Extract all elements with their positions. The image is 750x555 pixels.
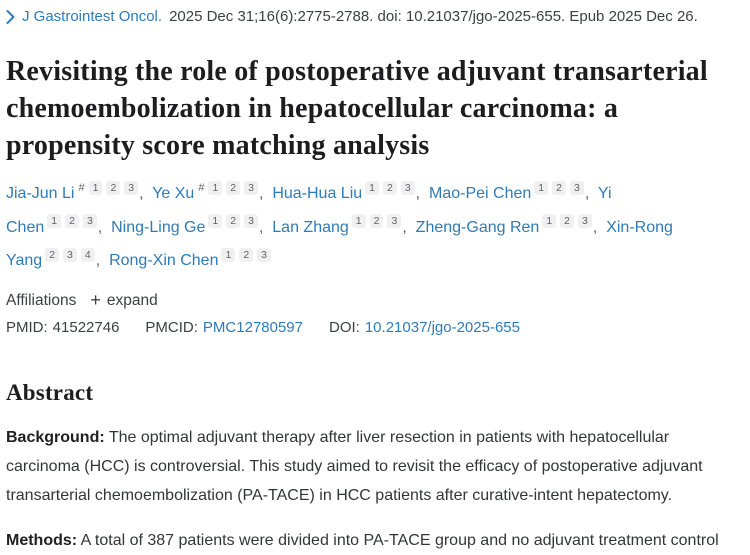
- affiliation-superscript[interactable]: 2: [65, 214, 79, 229]
- author-item: Lan Zhang 1 2 3,: [272, 214, 416, 236]
- affiliation-superscript[interactable]: 2: [226, 181, 241, 195]
- author-link[interactable]: Zheng-Gang Ren: [415, 218, 540, 236]
- affiliation-superscript[interactable]: 2: [369, 214, 384, 229]
- affiliation-superscript[interactable]: 3: [82, 214, 97, 229]
- identifiers-row: PMID: 41522746 PMCID: PMC12780597 DOI: 1…: [6, 319, 742, 336]
- journal-citation-bar: J Gastrointest Oncol. 2025 Dec 31;16(6):…: [6, 7, 742, 27]
- author-separator: ,: [415, 185, 430, 203]
- doi-label: DOI:: [329, 318, 360, 336]
- author-link[interactable]: Yi Chen: [6, 185, 612, 236]
- doi-link[interactable]: 10.21037/jgo-2025-655: [364, 318, 520, 336]
- author-item: Zheng-Gang Ren 1 2 3,: [415, 214, 607, 236]
- abstract-section-label: Background:: [6, 428, 105, 446]
- abstract-heading: Abstract: [6, 379, 94, 405]
- author-item: Hua-Hua Liu 1 2 3,: [272, 181, 430, 203]
- affiliation-superscript[interactable]: 1: [47, 214, 62, 229]
- affiliation-superscript[interactable]: 1: [542, 214, 557, 229]
- author-item: Xin-Rong Yang 2 3 4,: [6, 219, 673, 269]
- pmcid-group: PMCID: PMC12780597: [145, 319, 303, 336]
- affiliation-superscript[interactable]: 2: [106, 181, 121, 195]
- author-item: Ye Xu #1 2 3,: [152, 181, 273, 203]
- abstract-paragraph: Methods: A total of 387 patients were di…: [6, 531, 719, 549]
- affiliation-superscript[interactable]: 1: [208, 214, 223, 229]
- author-separator: ,: [139, 185, 153, 203]
- author-item: Yi Chen 1 2 3,: [6, 185, 612, 235]
- affiliation-superscript[interactable]: 3: [400, 181, 415, 195]
- pmid-value: 41522746: [52, 318, 120, 336]
- doi-group: DOI: 10.21037/jgo-2025-655: [329, 319, 520, 336]
- author-link[interactable]: Mao-Pei Chen: [429, 185, 532, 203]
- author-link[interactable]: Xin-Rong Yang: [6, 218, 673, 269]
- affiliation-superscript[interactable]: 2: [45, 247, 60, 262]
- author-separator: ,: [97, 218, 112, 236]
- journal-link[interactable]: J Gastrointest Oncol.: [22, 8, 163, 25]
- affiliation-superscript[interactable]: 1: [208, 181, 223, 195]
- author-separator: ,: [402, 218, 416, 236]
- abstract-body: Background: The optimal adjuvant therapy…: [6, 423, 742, 555]
- author-link[interactable]: Hua-Hua Liu: [272, 185, 363, 203]
- author-item: Mao-Pei Chen 1 2 3,: [429, 181, 598, 203]
- affiliation-superscript[interactable]: 3: [569, 181, 584, 195]
- affiliation-superscript[interactable]: 3: [387, 214, 402, 229]
- affiliations-label: Affiliations: [6, 291, 77, 309]
- affiliation-superscript[interactable]: 2: [239, 247, 254, 262]
- abstract-paragraph: Background: The optimal adjuvant therapy…: [6, 428, 703, 504]
- affiliation-superscript[interactable]: 2: [552, 181, 566, 195]
- plus-icon: +: [90, 289, 101, 310]
- author-link[interactable]: Lan Zhang: [272, 218, 349, 236]
- chevron-right-icon[interactable]: [6, 10, 15, 24]
- affiliation-superscript[interactable]: 3: [244, 181, 258, 195]
- affiliation-superscript[interactable]: 1: [351, 214, 366, 229]
- author-separator: ,: [592, 218, 607, 236]
- author-item: Rong-Xin Chen 1 2 3: [109, 247, 272, 269]
- author-separator: ,: [258, 185, 273, 203]
- affiliation-superscript[interactable]: 2: [226, 214, 241, 229]
- pmid-label: PMID:: [6, 318, 48, 336]
- affiliation-superscript[interactable]: 2: [560, 214, 574, 229]
- equal-contribution-mark: #: [78, 182, 85, 194]
- author-item: Ning-Ling Ge 1 2 3,: [111, 214, 273, 236]
- author-link[interactable]: Ye Xu: [152, 185, 195, 203]
- author-link[interactable]: Ning-Ling Ge: [111, 218, 206, 236]
- affiliation-superscript[interactable]: 1: [88, 181, 103, 195]
- author-item: Jia-Jun Li #1 2 3,: [6, 181, 153, 203]
- affiliations-expand-button[interactable]: + expand: [90, 289, 158, 310]
- affiliation-superscript[interactable]: 3: [63, 247, 77, 262]
- abstract-section-label: Methods:: [6, 531, 78, 549]
- pmid-group: PMID: 41522746: [6, 319, 119, 336]
- pmcid-link[interactable]: PMC12780597: [202, 318, 303, 336]
- affiliation-superscript[interactable]: 1: [221, 247, 236, 262]
- article-title: Revisiting the role of postoperative adj…: [6, 56, 708, 161]
- affiliation-superscript[interactable]: 1: [534, 181, 549, 195]
- affiliation-superscript[interactable]: 3: [124, 181, 139, 195]
- affiliation-superscript[interactable]: 2: [382, 181, 397, 195]
- citation-text: 2025 Dec 31;16(6):2775-2788. doi: 10.210…: [169, 8, 698, 25]
- author-link[interactable]: Rong-Xin Chen: [109, 251, 219, 269]
- affiliation-superscript[interactable]: 3: [244, 214, 258, 229]
- affiliation-superscript[interactable]: 3: [257, 247, 271, 262]
- affiliation-superscript[interactable]: 4: [80, 247, 95, 262]
- author-list: Jia-Jun Li #1 2 3, Ye Xu #1 2 3, Hua-Hua Liu 1 2…: [6, 175, 706, 275]
- affiliation-superscript[interactable]: 1: [365, 181, 379, 195]
- author-link[interactable]: Jia-Jun Li: [6, 185, 75, 203]
- equal-contribution-mark: #: [198, 182, 205, 194]
- author-separator: ,: [258, 218, 273, 236]
- author-separator: ,: [584, 185, 598, 203]
- pmcid-label: PMCID:: [145, 318, 198, 336]
- author-separator: ,: [95, 251, 110, 269]
- affiliation-superscript[interactable]: 3: [578, 214, 592, 229]
- affiliations-row: Affiliations + expand: [6, 289, 742, 310]
- expand-label: expand: [106, 291, 158, 309]
